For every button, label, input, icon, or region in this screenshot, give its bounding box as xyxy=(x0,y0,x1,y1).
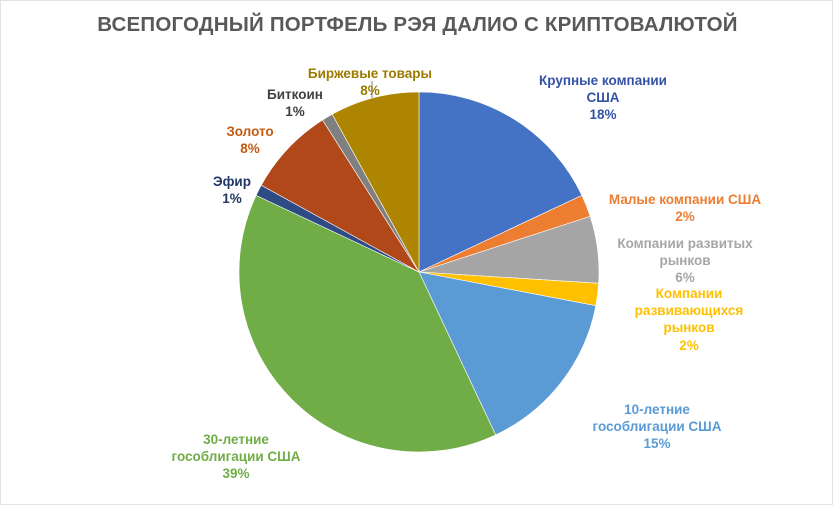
pie-slice xyxy=(418,91,583,273)
slice-label-value: 39% xyxy=(222,466,250,482)
slice-label-name: Крупные компании США xyxy=(539,73,667,106)
slice-label-10y-treasuries: 10-летние гособлигации США 15% xyxy=(557,384,757,470)
slice-label-gold: Золото 8% xyxy=(189,106,311,175)
slice-label-value: 6% xyxy=(675,270,695,286)
slice-label-name: Малые компании США xyxy=(608,192,762,208)
slice-label-name: Биткоин xyxy=(267,87,323,103)
slice-label-developed-markets: Компании развитых рынков 6% xyxy=(595,218,775,304)
slice-label-bitcoin: Биткоин 1% xyxy=(229,69,361,138)
slice-label-name: Компании развитых рынков xyxy=(617,236,753,269)
slice-label-name: Эфир xyxy=(213,174,251,190)
slice-label-commodities: Биржевые товары 8% xyxy=(289,48,451,117)
slice-label-30y-treasuries: 30-летние гособлигации США 39% xyxy=(129,414,343,500)
slice-label-value: 15% xyxy=(643,436,671,452)
pie-slice xyxy=(238,194,497,453)
pie-slice xyxy=(260,119,420,273)
slice-label-emerging-markets: Компании развивающихся рынков 2% xyxy=(599,268,779,371)
chart-title: ВСЕПОГОДНЫЙ ПОРТФЕЛЬ РЭЯ ДАЛИО С КРИПТОВ… xyxy=(97,13,738,36)
slice-label-name: Биржевые товары xyxy=(307,66,433,82)
slice-label-value: 1% xyxy=(222,191,242,207)
slice-label-small-cap-us: Малые компании США 2% xyxy=(585,174,785,243)
slice-label-name: 30-летние гособлигации США xyxy=(171,432,301,465)
slice-label-large-cap-us: Крупные компании США 18% xyxy=(505,55,701,141)
slice-label-value: 8% xyxy=(360,83,380,99)
pie-slice xyxy=(331,91,420,273)
slice-label-value: 2% xyxy=(679,337,699,353)
slice-label-value: 2% xyxy=(675,209,695,225)
slice-label-ether: Эфир 1% xyxy=(167,156,297,225)
slice-label-name: Компании развивающихся рынков xyxy=(634,286,744,336)
slice-label-value: 1% xyxy=(285,104,305,120)
slice-label-name: Золото xyxy=(226,124,274,140)
slice-label-value: 18% xyxy=(589,107,617,123)
pie-slice xyxy=(418,271,597,436)
slice-label-value: 8% xyxy=(240,141,260,157)
slice-label-name: 10-летние гособлигации США xyxy=(592,402,722,435)
